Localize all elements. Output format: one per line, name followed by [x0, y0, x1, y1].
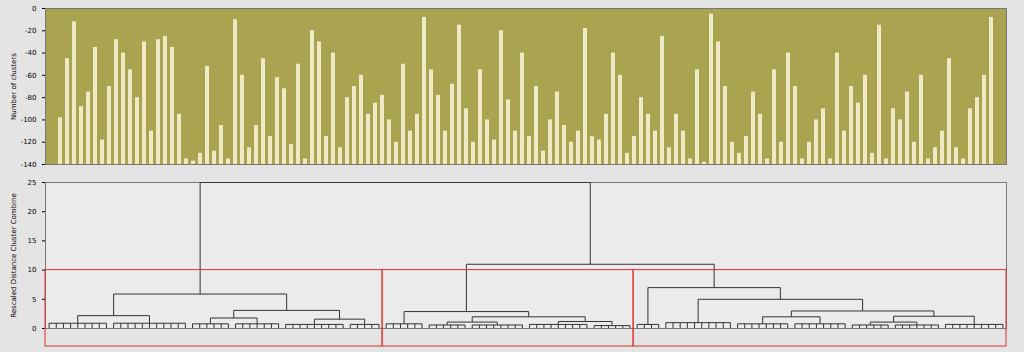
svg-text:0: 0 [32, 5, 36, 13]
svg-text:20: 20 [28, 208, 37, 216]
svg-text:Number of clusters: Number of clusters [10, 53, 18, 120]
svg-text:5: 5 [32, 296, 36, 304]
svg-text:0: 0 [32, 325, 36, 333]
svg-text:-60: -60 [25, 72, 36, 80]
svg-text:15: 15 [28, 237, 37, 245]
svg-text:-140: -140 [21, 161, 37, 169]
svg-text:25: 25 [28, 179, 37, 187]
svg-text:Rescaled Distance Cluster Comb: Rescaled Distance Cluster Combine [10, 193, 18, 318]
svg-text:10: 10 [28, 266, 37, 274]
svg-text:-40: -40 [25, 49, 36, 57]
svg-text:-80: -80 [25, 94, 36, 102]
svg-text:-20: -20 [25, 27, 36, 35]
svg-text:-100: -100 [21, 116, 37, 124]
svg-text:-120: -120 [21, 138, 37, 146]
